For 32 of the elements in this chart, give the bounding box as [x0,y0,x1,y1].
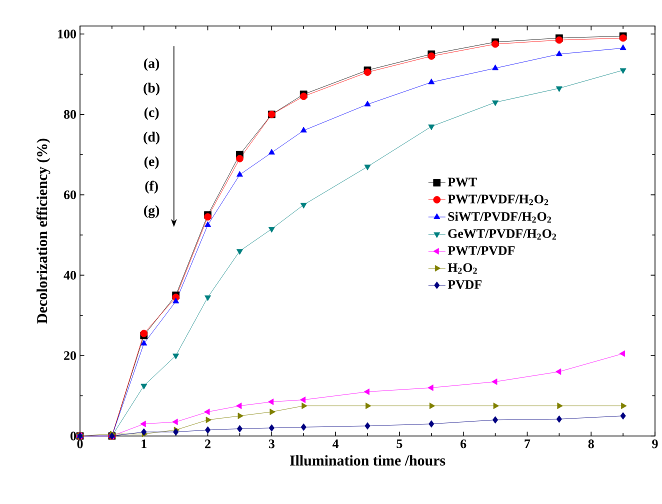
x-tick-label: 4 [332,440,339,448]
annotation: (g) [144,205,160,218]
x-tick-label: 5 [396,440,402,448]
y-tick-label: 80 [64,110,76,119]
legend-label: PWT/PVDF [448,246,515,255]
legend-label: GeWT/PVDF/H$_{2}$O$_{2}$ [448,229,556,240]
x-tick-label: 1 [142,440,146,448]
annotation: (f) [145,180,158,194]
x-tick-label: 3 [268,440,274,448]
y-tick-label: 20 [64,351,76,360]
y-tick-label: 0 [70,432,76,440]
y-tick-label: 100 [58,30,76,38]
x-tick-label: 2 [205,440,210,448]
legend-label: PWT [448,178,477,186]
y-tick-label: 40 [64,270,76,280]
y-axis-title: Decolorization efficiency (%) [36,138,50,324]
annotation: (c) [144,107,159,120]
y-tick-label: 60 [64,190,76,200]
x-axis-title: Illumination time /hours [290,455,446,466]
annotation: (d) [144,132,160,144]
x-tick-label: 7 [524,440,530,448]
x-tick-label: 8 [588,440,594,448]
x-tick-label: 9 [652,440,658,448]
x-tick-label: 6 [460,440,466,448]
legend-label: SiWT/PVDF/H$_{2}$O$_{2}$ [448,212,552,223]
legend-label: PVDF [448,280,482,289]
legend-label: PWT/PVDF/H$_{2}$O$_{2}$ [448,194,548,206]
legend-label: H$_{2}$O$_{2}$ [448,263,477,274]
annotation: (a) [144,58,160,71]
annotation: (e) [144,156,159,169]
x-tick-label: 0 [77,440,83,448]
annotation: (b) [144,82,160,96]
